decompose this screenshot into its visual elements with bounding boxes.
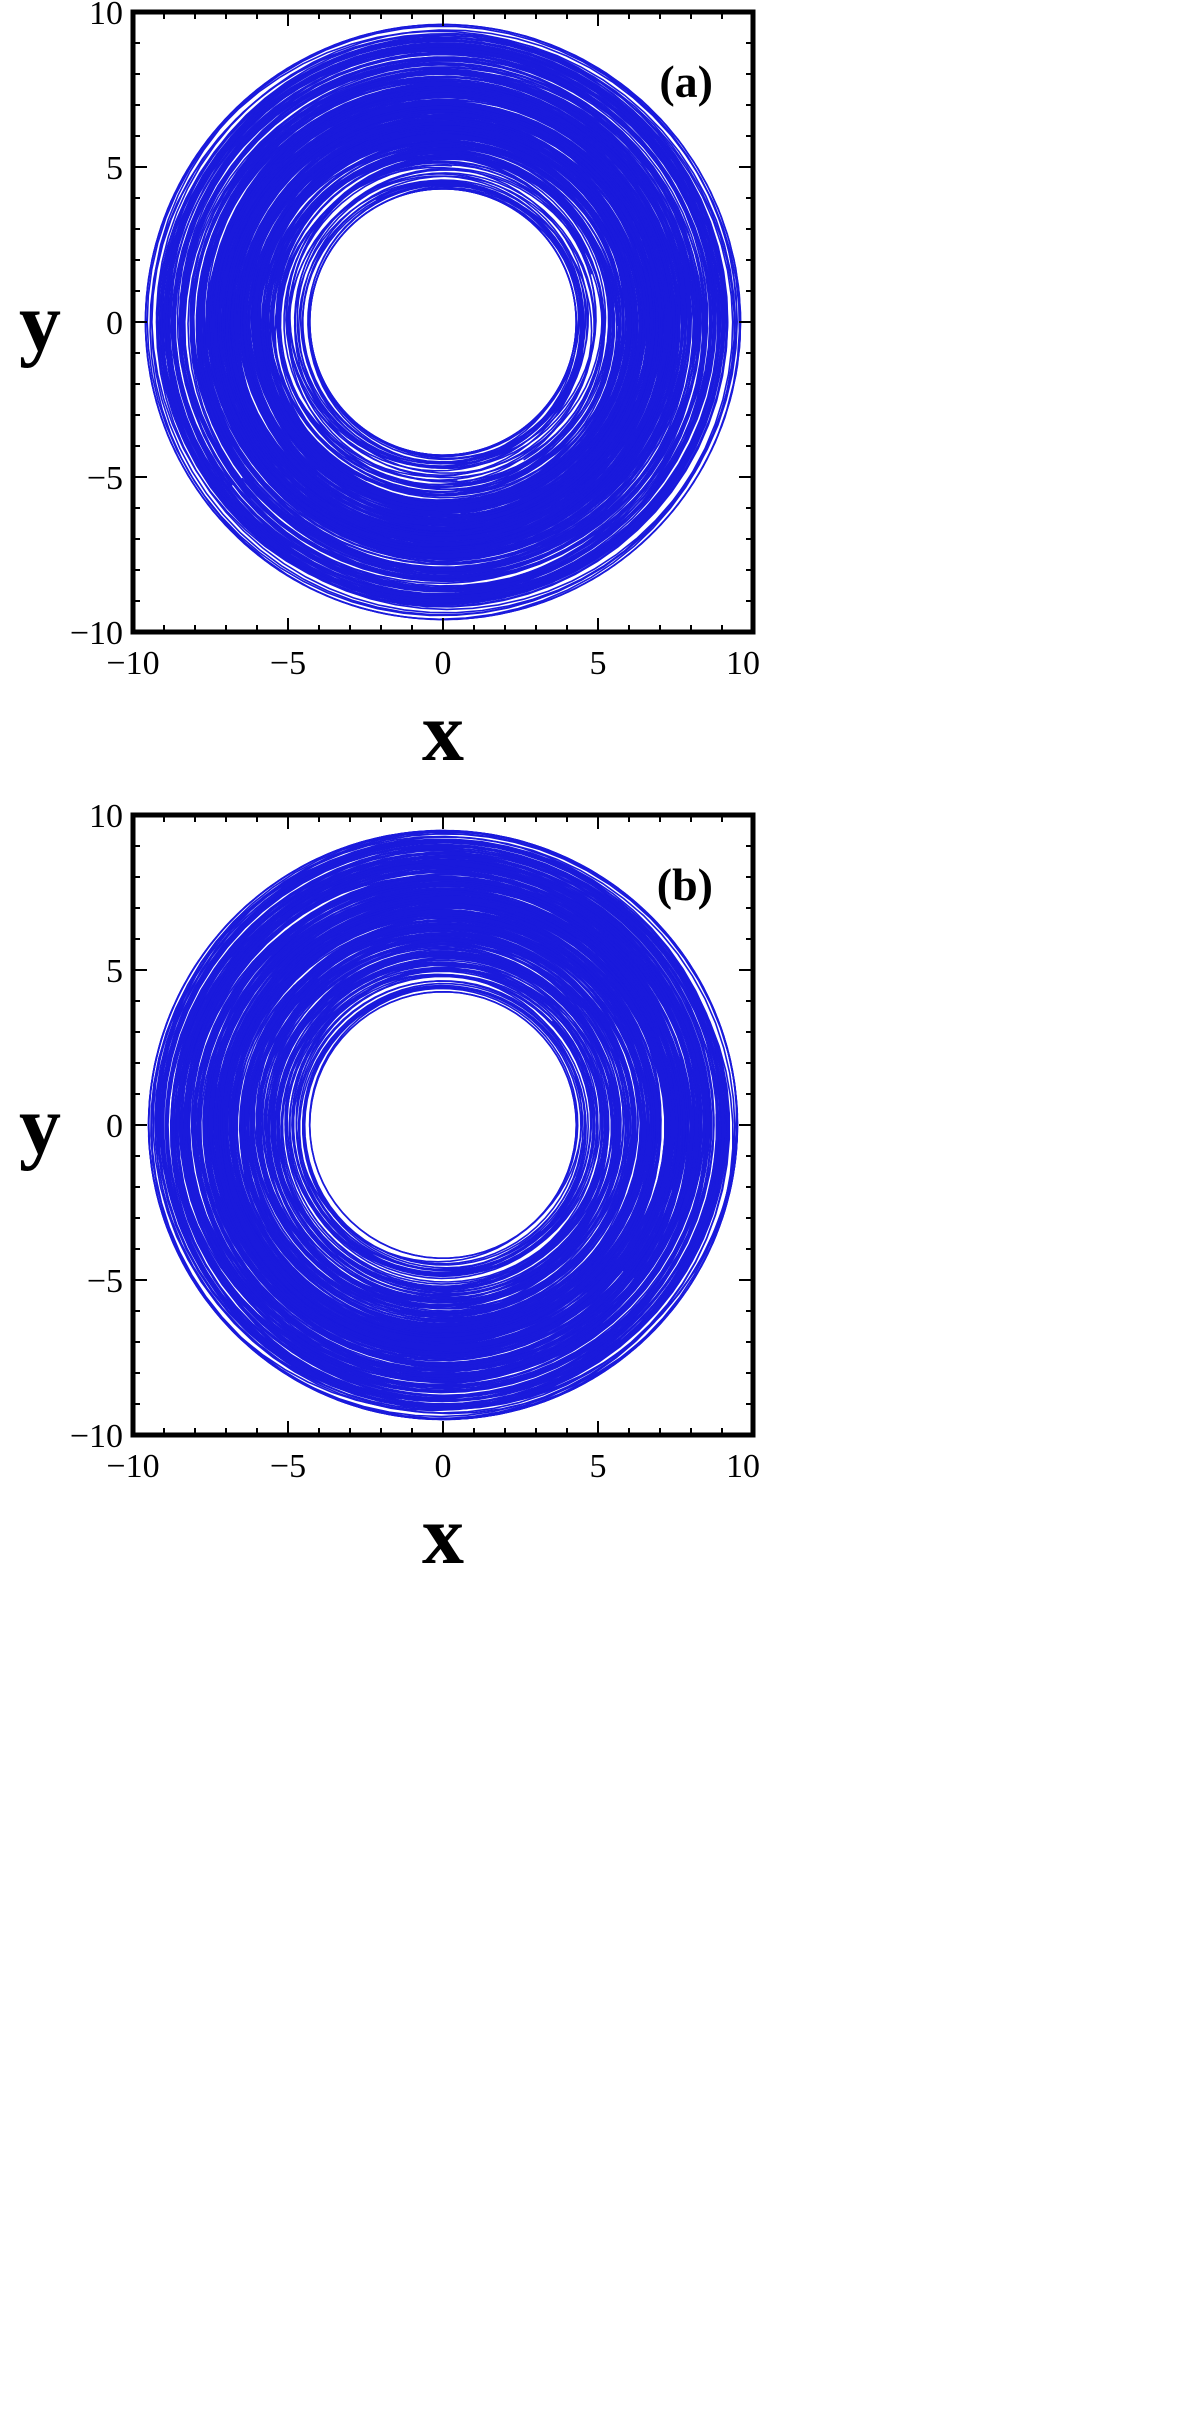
plot-frame	[130, 812, 756, 1438]
y-tick-labels: −10 −5 0 5 10	[70, 0, 123, 652]
y-tick-label: −10	[70, 615, 123, 652]
trajectory-series	[147, 829, 739, 1421]
x-tick-label: −10	[106, 645, 159, 682]
y-tick-label: 5	[106, 150, 123, 187]
plot-frame	[130, 9, 756, 635]
y-tick-label: −10	[70, 1418, 123, 1455]
x-tick-label: −10	[106, 1448, 159, 1485]
trajectory-line	[253, 131, 634, 512]
y-tick-label: −5	[87, 1263, 123, 1300]
x-tick-label: 0	[435, 645, 452, 682]
x-tick-label: 5	[590, 1448, 607, 1485]
y-tick-labels: −10 −5 0 5 10	[70, 798, 123, 1455]
x-tick-label: 10	[726, 1448, 760, 1485]
x-tick-label: 5	[590, 645, 607, 682]
y-tick-label: 10	[89, 0, 123, 32]
trajectory-line	[165, 44, 720, 599]
trajectory-line	[202, 882, 688, 1364]
y-tick-label: 0	[106, 305, 123, 342]
chart-panel-a: −10 −5 0 5 10 −10 −5 0 5 10 (a) x y	[19, 0, 760, 779]
x-tick-label: −5	[270, 1448, 306, 1485]
trajectory-line	[147, 829, 739, 1421]
panel-label: (b)	[657, 859, 713, 910]
y-axis-title: y	[19, 1079, 61, 1172]
trajectory-line	[150, 32, 737, 616]
trajectory-line	[256, 936, 630, 1307]
x-tick-labels: −10 −5 0 5 10	[106, 1448, 760, 1485]
x-axis-title: x	[422, 686, 464, 779]
y-tick-label: 5	[106, 953, 123, 990]
y-tick-label: 0	[106, 1108, 123, 1145]
y-tick-label: −5	[87, 460, 123, 497]
y-axis-title: y	[19, 276, 61, 369]
trajectory-series	[144, 23, 742, 621]
x-tick-label: −5	[270, 645, 306, 682]
x-axis-title: x	[422, 1489, 464, 1582]
x-tick-label: 10	[726, 645, 760, 682]
x-tick-labels: −10 −5 0 5 10	[106, 645, 760, 682]
trajectory-line	[221, 901, 670, 1344]
trajectory-line	[202, 82, 681, 562]
panel-label: (a)	[659, 56, 713, 107]
y-tick-label: 10	[89, 798, 123, 835]
chart-panel-b: −10 −5 0 5 10 −10 −5 0 5 10 (b) x y	[19, 798, 760, 1582]
x-tick-label: 0	[435, 1448, 452, 1485]
